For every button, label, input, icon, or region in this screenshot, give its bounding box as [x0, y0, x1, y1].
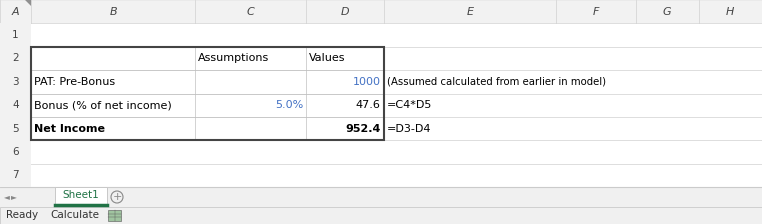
Bar: [31, 47, 762, 70]
Text: Assumptions: Assumptions: [198, 54, 270, 63]
Text: Net Income: Net Income: [34, 124, 105, 134]
Bar: [31, 23, 762, 47]
Text: 4: 4: [12, 100, 19, 110]
Text: (Assumed calculated from earlier in model): (Assumed calculated from earlier in mode…: [387, 77, 606, 87]
Text: 6: 6: [12, 147, 19, 157]
Text: 1: 1: [12, 30, 19, 40]
Text: ►: ►: [11, 192, 17, 202]
Text: Values: Values: [309, 54, 346, 63]
Text: 3: 3: [12, 77, 19, 87]
Bar: [31, 70, 762, 93]
Bar: [0, 93, 31, 117]
Text: PAT: Pre-Bonus: PAT: Pre-Bonus: [34, 77, 115, 87]
Bar: [0, 207, 762, 224]
Text: A: A: [11, 7, 19, 17]
Text: C: C: [247, 7, 255, 17]
Text: =C4*D5: =C4*D5: [387, 100, 432, 110]
Text: 5: 5: [12, 124, 19, 134]
Text: Calculate: Calculate: [50, 211, 99, 220]
Bar: [55, 187, 107, 205]
Text: 47.6: 47.6: [356, 100, 381, 110]
Text: 7: 7: [12, 170, 19, 180]
Text: 952.4: 952.4: [345, 124, 381, 134]
Text: E: E: [466, 7, 473, 17]
Bar: [0, 164, 31, 187]
Bar: [0, 23, 31, 47]
Text: 2: 2: [12, 54, 19, 63]
Bar: [31, 93, 762, 117]
Text: B: B: [109, 7, 117, 17]
Text: ◄: ◄: [4, 192, 10, 202]
Bar: [31, 140, 762, 164]
Bar: [31, 164, 762, 187]
Text: G: G: [663, 7, 671, 17]
Bar: [108, 210, 121, 221]
Text: D: D: [341, 7, 349, 17]
Bar: [0, 70, 31, 93]
Text: +: +: [112, 192, 122, 202]
Text: 5.0%: 5.0%: [275, 100, 303, 110]
Bar: [0, 187, 762, 207]
Text: F: F: [592, 7, 599, 17]
Text: =D3-D4: =D3-D4: [387, 124, 431, 134]
Bar: [31, 117, 762, 140]
Bar: [31, 47, 384, 140]
Text: 1000: 1000: [353, 77, 381, 87]
Bar: [0, 0, 762, 23]
Text: Bonus (% of net income): Bonus (% of net income): [34, 100, 171, 110]
Bar: [0, 47, 31, 70]
Bar: [0, 117, 31, 140]
Text: Ready: Ready: [6, 211, 38, 220]
Text: Sheet1: Sheet1: [62, 190, 99, 200]
Polygon shape: [25, 0, 31, 6]
Bar: [0, 140, 31, 164]
Text: H: H: [726, 7, 735, 17]
